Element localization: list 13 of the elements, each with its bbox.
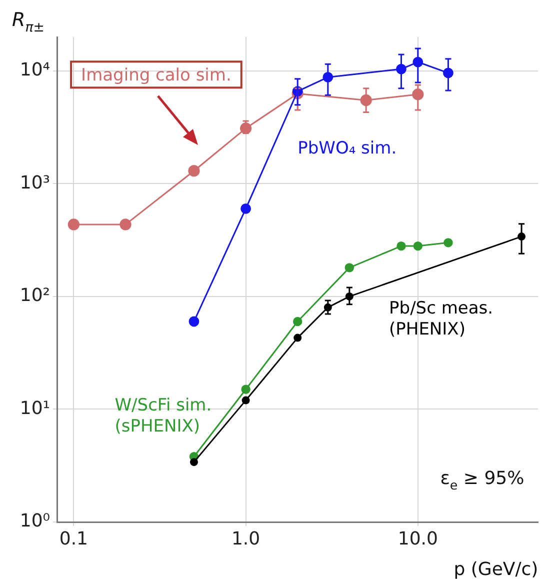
y-tick-label: 10⁰	[20, 510, 50, 532]
x-tick-label: 10.0	[398, 528, 438, 550]
text: Imaging calo sim.	[81, 66, 232, 86]
x-tick-label: 1.0	[231, 528, 260, 550]
x-axis-title: p (GeV/c)	[454, 559, 538, 579]
series-label: W/ScFi sim. (sPHENIX)	[114, 395, 212, 436]
series-label: PbWO₄ sim.	[298, 138, 397, 158]
y-tick-label: 10⁴	[20, 60, 50, 81]
y-tick-label: 10³	[20, 172, 50, 194]
x-tick-label: 0.1	[59, 528, 88, 550]
series-label: Pb/Sc meas. (PHENIX)	[389, 298, 494, 340]
y-tick-label: 10¹	[20, 398, 50, 419]
y-tick-label: 10²	[20, 285, 50, 306]
